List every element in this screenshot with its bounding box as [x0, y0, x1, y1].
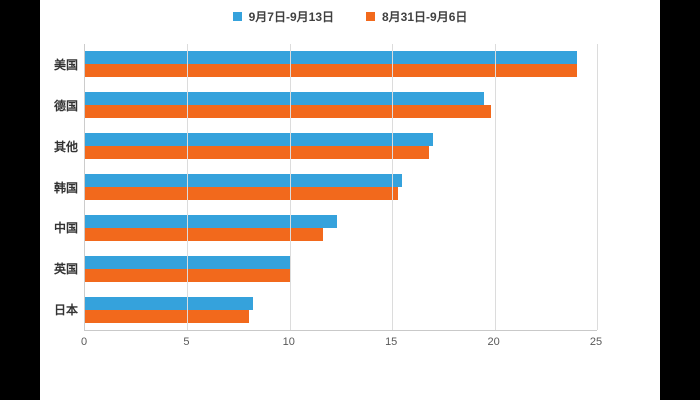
gridline: [597, 44, 598, 330]
plot-area: [84, 44, 598, 331]
gridline: [187, 44, 189, 330]
bar-group: [85, 248, 597, 289]
x-axis-ticks: 0 5 10 15 20 25: [80, 336, 602, 350]
bar-group: [85, 44, 597, 85]
category-label: 韩国: [53, 180, 78, 195]
bar-group: [85, 85, 597, 126]
bar-current-week[interactable]: [85, 51, 577, 65]
legend-swatch-icon: [366, 11, 375, 21]
legend-item-previous-week[interactable]: 8月31日-9月6日: [366, 8, 467, 25]
gridline: [392, 44, 394, 330]
bar-group: [85, 167, 597, 208]
chart-panel: 9月7日-9月13日 8月31日-9月6日 美国德国其他韩国中国英国日本 0 5 1…: [40, 0, 660, 400]
bar-rows: [85, 44, 597, 330]
bar-group: [85, 207, 597, 248]
bar-previous-week[interactable]: [85, 227, 323, 241]
bar-previous-week[interactable]: [85, 105, 491, 119]
legend: 9月7日-9月13日 8月31日-9月6日: [40, 6, 660, 26]
gridline: [289, 44, 291, 330]
bar-current-week[interactable]: [85, 174, 403, 187]
bar-previous-week[interactable]: [85, 187, 399, 200]
category-label: 英国: [53, 262, 78, 277]
category-labels: 美国德国其他韩国中国英国日本: [40, 44, 78, 330]
bar-previous-week[interactable]: [85, 64, 577, 78]
category-label: 日本: [53, 303, 78, 318]
category-label: 德国: [53, 98, 78, 113]
x-tick-label: 10: [282, 336, 295, 348]
bar-current-week[interactable]: [85, 92, 485, 106]
x-tick-label: 15: [385, 336, 398, 348]
legend-label: 8月31日-9月6日: [382, 9, 468, 24]
category-label: 美国: [53, 57, 78, 72]
x-tick-label: 5: [183, 336, 190, 348]
legend-item-current-week[interactable]: 9月7日-9月13日: [232, 8, 334, 25]
bar-group: [85, 126, 597, 167]
bar-group: [85, 289, 597, 330]
bar-previous-week[interactable]: [85, 146, 430, 160]
category-label: 其他: [53, 139, 78, 154]
category-label: 中国: [53, 221, 78, 236]
bar-previous-week[interactable]: [85, 309, 249, 323]
x-tick-label: 20: [487, 336, 500, 348]
x-tick-label: 0: [80, 336, 88, 348]
legend-label: 9月7日-9月13日: [248, 9, 334, 24]
bar-current-week[interactable]: [85, 214, 337, 228]
gridline: [494, 44, 496, 330]
x-tick-label: 25: [589, 336, 603, 348]
bar-current-week[interactable]: [85, 133, 434, 147]
legend-swatch-icon: [232, 11, 242, 21]
bar-current-week[interactable]: [85, 296, 253, 310]
